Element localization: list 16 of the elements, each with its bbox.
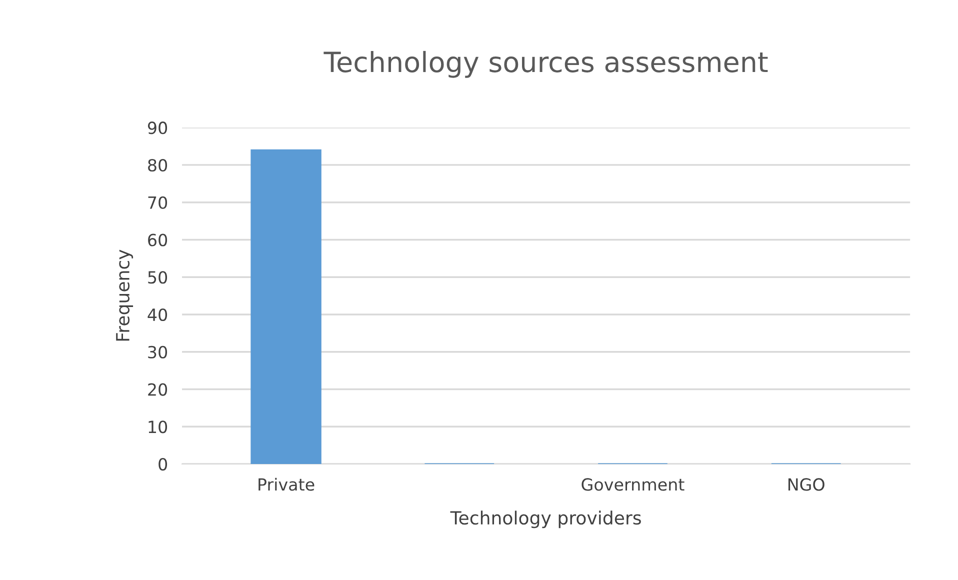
y-tick-label: 70 bbox=[148, 196, 168, 209]
y-tick-label: 30 bbox=[148, 346, 168, 358]
chart-title: Technology sources assessment bbox=[324, 50, 768, 78]
y-tick-label: 50 bbox=[148, 271, 168, 284]
x-axis-title: Technology providers bbox=[450, 510, 641, 528]
x-tick-label: Private bbox=[258, 478, 314, 491]
y-tick-label: 60 bbox=[148, 234, 168, 246]
y-tick-label: 80 bbox=[148, 158, 168, 172]
y-tick-label: 20 bbox=[148, 383, 168, 396]
y-tick-label: 90 bbox=[148, 122, 168, 134]
x-tick-label: NGO bbox=[788, 478, 824, 491]
y-tick-label: 0 bbox=[158, 458, 168, 471]
y-axis-title: Frequency bbox=[116, 250, 134, 341]
y-tick-label: 40 bbox=[148, 308, 168, 322]
y-tick-label: 10 bbox=[148, 420, 168, 434]
x-tick-label: Government bbox=[582, 478, 684, 491]
